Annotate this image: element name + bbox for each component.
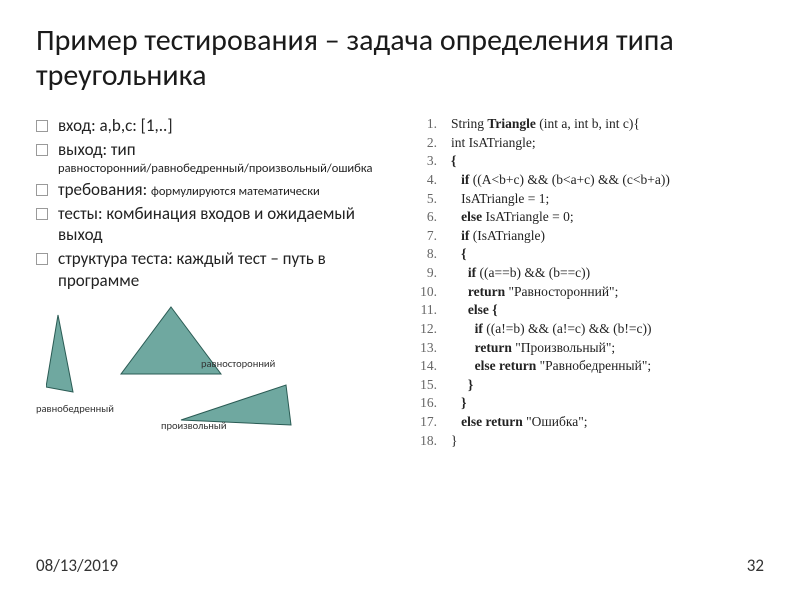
code-line: String Triangle (int a, int b, int c){ — [409, 115, 764, 134]
code-line: else { — [409, 301, 764, 320]
bullet-text: требования: формулируются математически — [58, 179, 320, 200]
code-text: return "Равносторонний"; — [451, 283, 618, 302]
code-text: if (IsATriangle) — [451, 227, 545, 246]
code-text: } — [451, 376, 473, 395]
code-line: return "Равносторонний"; — [409, 283, 764, 302]
code-text: return "Произвольный"; — [451, 339, 615, 358]
triangle-diagram: равнобедренный равносторонний произвольн… — [36, 307, 391, 432]
code-text: int IsATriangle; — [451, 134, 536, 153]
equilateral-label: равносторонний — [201, 357, 275, 370]
code-line: { — [409, 152, 764, 171]
bullet-item: вход: а,b,c: [1,..] — [36, 115, 391, 136]
code-line: else return "Равнобедренный"; — [409, 357, 764, 376]
slide-title: Пример тестирования – задача определения… — [36, 24, 764, 93]
footer: 08/13/2019 32 — [36, 555, 764, 576]
code-line: IsATriangle = 1; — [409, 190, 764, 209]
bullet-box-icon — [36, 253, 48, 265]
content-columns: вход: а,b,c: [1,..] выход: типравносторон… — [36, 115, 764, 450]
footer-date: 08/13/2019 — [36, 555, 118, 576]
code-text: if ((a!=b) && (a!=c) && (b!=c)) — [451, 320, 652, 339]
code-line: } — [409, 376, 764, 395]
code-text: String Triangle (int a, int b, int c){ — [451, 115, 640, 134]
bullet-item: выход: типравносторонний/равнобедренный/… — [36, 139, 391, 175]
code-text: IsATriangle = 1; — [451, 190, 549, 209]
code-listing: String Triangle (int a, int b, int c){in… — [409, 115, 764, 450]
code-line: if ((a!=b) && (a!=c) && (b!=c)) — [409, 320, 764, 339]
bullet-item: требования: формулируются математически — [36, 179, 391, 200]
code-text: { — [451, 152, 456, 171]
footer-page: 32 — [747, 555, 764, 576]
code-line: else IsATriangle = 0; — [409, 208, 764, 227]
code-text: if ((a==b) && (b==c)) — [451, 264, 590, 283]
bullet-text: структура теста: каждый тест – путь в пр… — [58, 248, 391, 291]
bullet-text: вход: а,b,c: [1,..] — [58, 115, 173, 136]
isosceles-label: равнобедренный — [36, 402, 114, 415]
bullet-box-icon — [36, 120, 48, 132]
left-column: вход: а,b,c: [1,..] выход: типравносторон… — [36, 115, 391, 450]
code-line: if ((A<b+c) && (b<a+c) && (c<b+a)) — [409, 171, 764, 190]
bullet-box-icon — [36, 144, 48, 156]
code-line: else return "Ошибка"; — [409, 413, 764, 432]
bullet-item: структура теста: каждый тест – путь в пр… — [36, 248, 391, 291]
bullet-box-icon — [36, 184, 48, 196]
arbitrary-label: произвольный — [161, 419, 227, 432]
bullet-text: тесты: комбинация входов и ожидаемый вых… — [58, 203, 391, 246]
code-text: else return "Равнобедренный"; — [451, 357, 651, 376]
code-line: return "Произвольный"; — [409, 339, 764, 358]
bullet-list: вход: а,b,c: [1,..] выход: типравносторон… — [36, 115, 391, 291]
code-line: } — [409, 394, 764, 413]
bullet-item: тесты: комбинация входов и ожидаемый вых… — [36, 203, 391, 246]
right-column: String Triangle (int a, int b, int c){in… — [409, 115, 764, 450]
code-line: if ((a==b) && (b==c)) — [409, 264, 764, 283]
code-line: if (IsATriangle) — [409, 227, 764, 246]
code-line: { — [409, 245, 764, 264]
code-text: { — [451, 245, 466, 264]
code-line: int IsATriangle; — [409, 134, 764, 153]
code-line: } — [409, 432, 764, 451]
code-text: else return "Ошибка"; — [451, 413, 587, 432]
bullet-box-icon — [36, 208, 48, 220]
code-text: } — [451, 432, 457, 451]
code-text: else IsATriangle = 0; — [451, 208, 574, 227]
bullet-text: выход: типравносторонний/равнобедренный/… — [58, 139, 372, 175]
code-text: } — [451, 394, 466, 413]
slide: Пример тестирования – задача определения… — [0, 0, 800, 600]
code-text: else { — [451, 301, 498, 320]
isosceles-triangle-icon — [46, 307, 88, 397]
code-text: if ((A<b+c) && (b<a+c) && (c<b+a)) — [451, 171, 670, 190]
